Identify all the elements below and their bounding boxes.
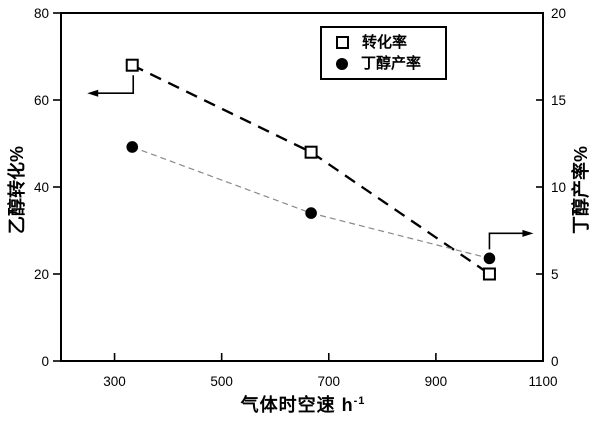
- filled-circle-marker-icon: [336, 57, 348, 70]
- x-axis-title: 气体时空速 h-1: [241, 391, 366, 417]
- x-tick-label: 1100: [528, 374, 557, 389]
- open-square-marker: [304, 145, 318, 159]
- right-y-tick-label: 5: [551, 267, 559, 282]
- left-y-axis-title: 乙醇转化%: [7, 145, 27, 235]
- right-y-tick-label: 0: [551, 354, 559, 369]
- left-y-tick-label: 0: [41, 354, 49, 369]
- open-square-marker: [125, 58, 139, 72]
- x-tick-label: 500: [210, 374, 233, 389]
- legend-item-conversion: 转化率: [336, 34, 445, 52]
- x-tick-label: 300: [103, 374, 126, 389]
- open-square-marker: [482, 267, 496, 281]
- filled-circle-marker: [305, 207, 317, 219]
- left-y-tick-label: 40: [34, 180, 49, 195]
- filled-circle-marker: [126, 141, 139, 153]
- legend-label-yield: 丁醇产率: [361, 54, 422, 72]
- right-arrowhead-icon: [522, 229, 534, 237]
- x-tick-label: 700: [318, 374, 341, 389]
- open-square-marker-icon: [336, 36, 349, 49]
- left-y-tick-label: 60: [34, 93, 49, 108]
- right-y-tick-label: 20: [551, 6, 566, 21]
- x-axis-title-text: 气体时空速 h: [240, 395, 354, 415]
- right-axis-arrow-line: [488, 232, 525, 250]
- legend-label-conversion: 转化率: [362, 33, 408, 51]
- left-axis-arrow-line: [96, 75, 135, 94]
- left-arrowhead-icon: [87, 89, 99, 97]
- right-y-axis-title: 丁醇产率%: [571, 145, 591, 235]
- series-line-0: [131, 64, 491, 275]
- filled-circle-marker: [483, 252, 496, 265]
- x-axis-title-superscript: -1: [353, 395, 366, 407]
- x-tick-label: 900: [425, 374, 448, 389]
- left-y-tick-label: 80: [34, 6, 49, 21]
- series-line-1: [132, 146, 490, 259]
- left-y-tick-label: 20: [34, 267, 49, 282]
- right-y-tick-label: 15: [551, 93, 566, 108]
- legend: 转化率 丁醇产率: [320, 26, 447, 80]
- legend-item-yield: 丁醇产率: [336, 55, 445, 73]
- right-y-tick-label: 10: [551, 180, 566, 195]
